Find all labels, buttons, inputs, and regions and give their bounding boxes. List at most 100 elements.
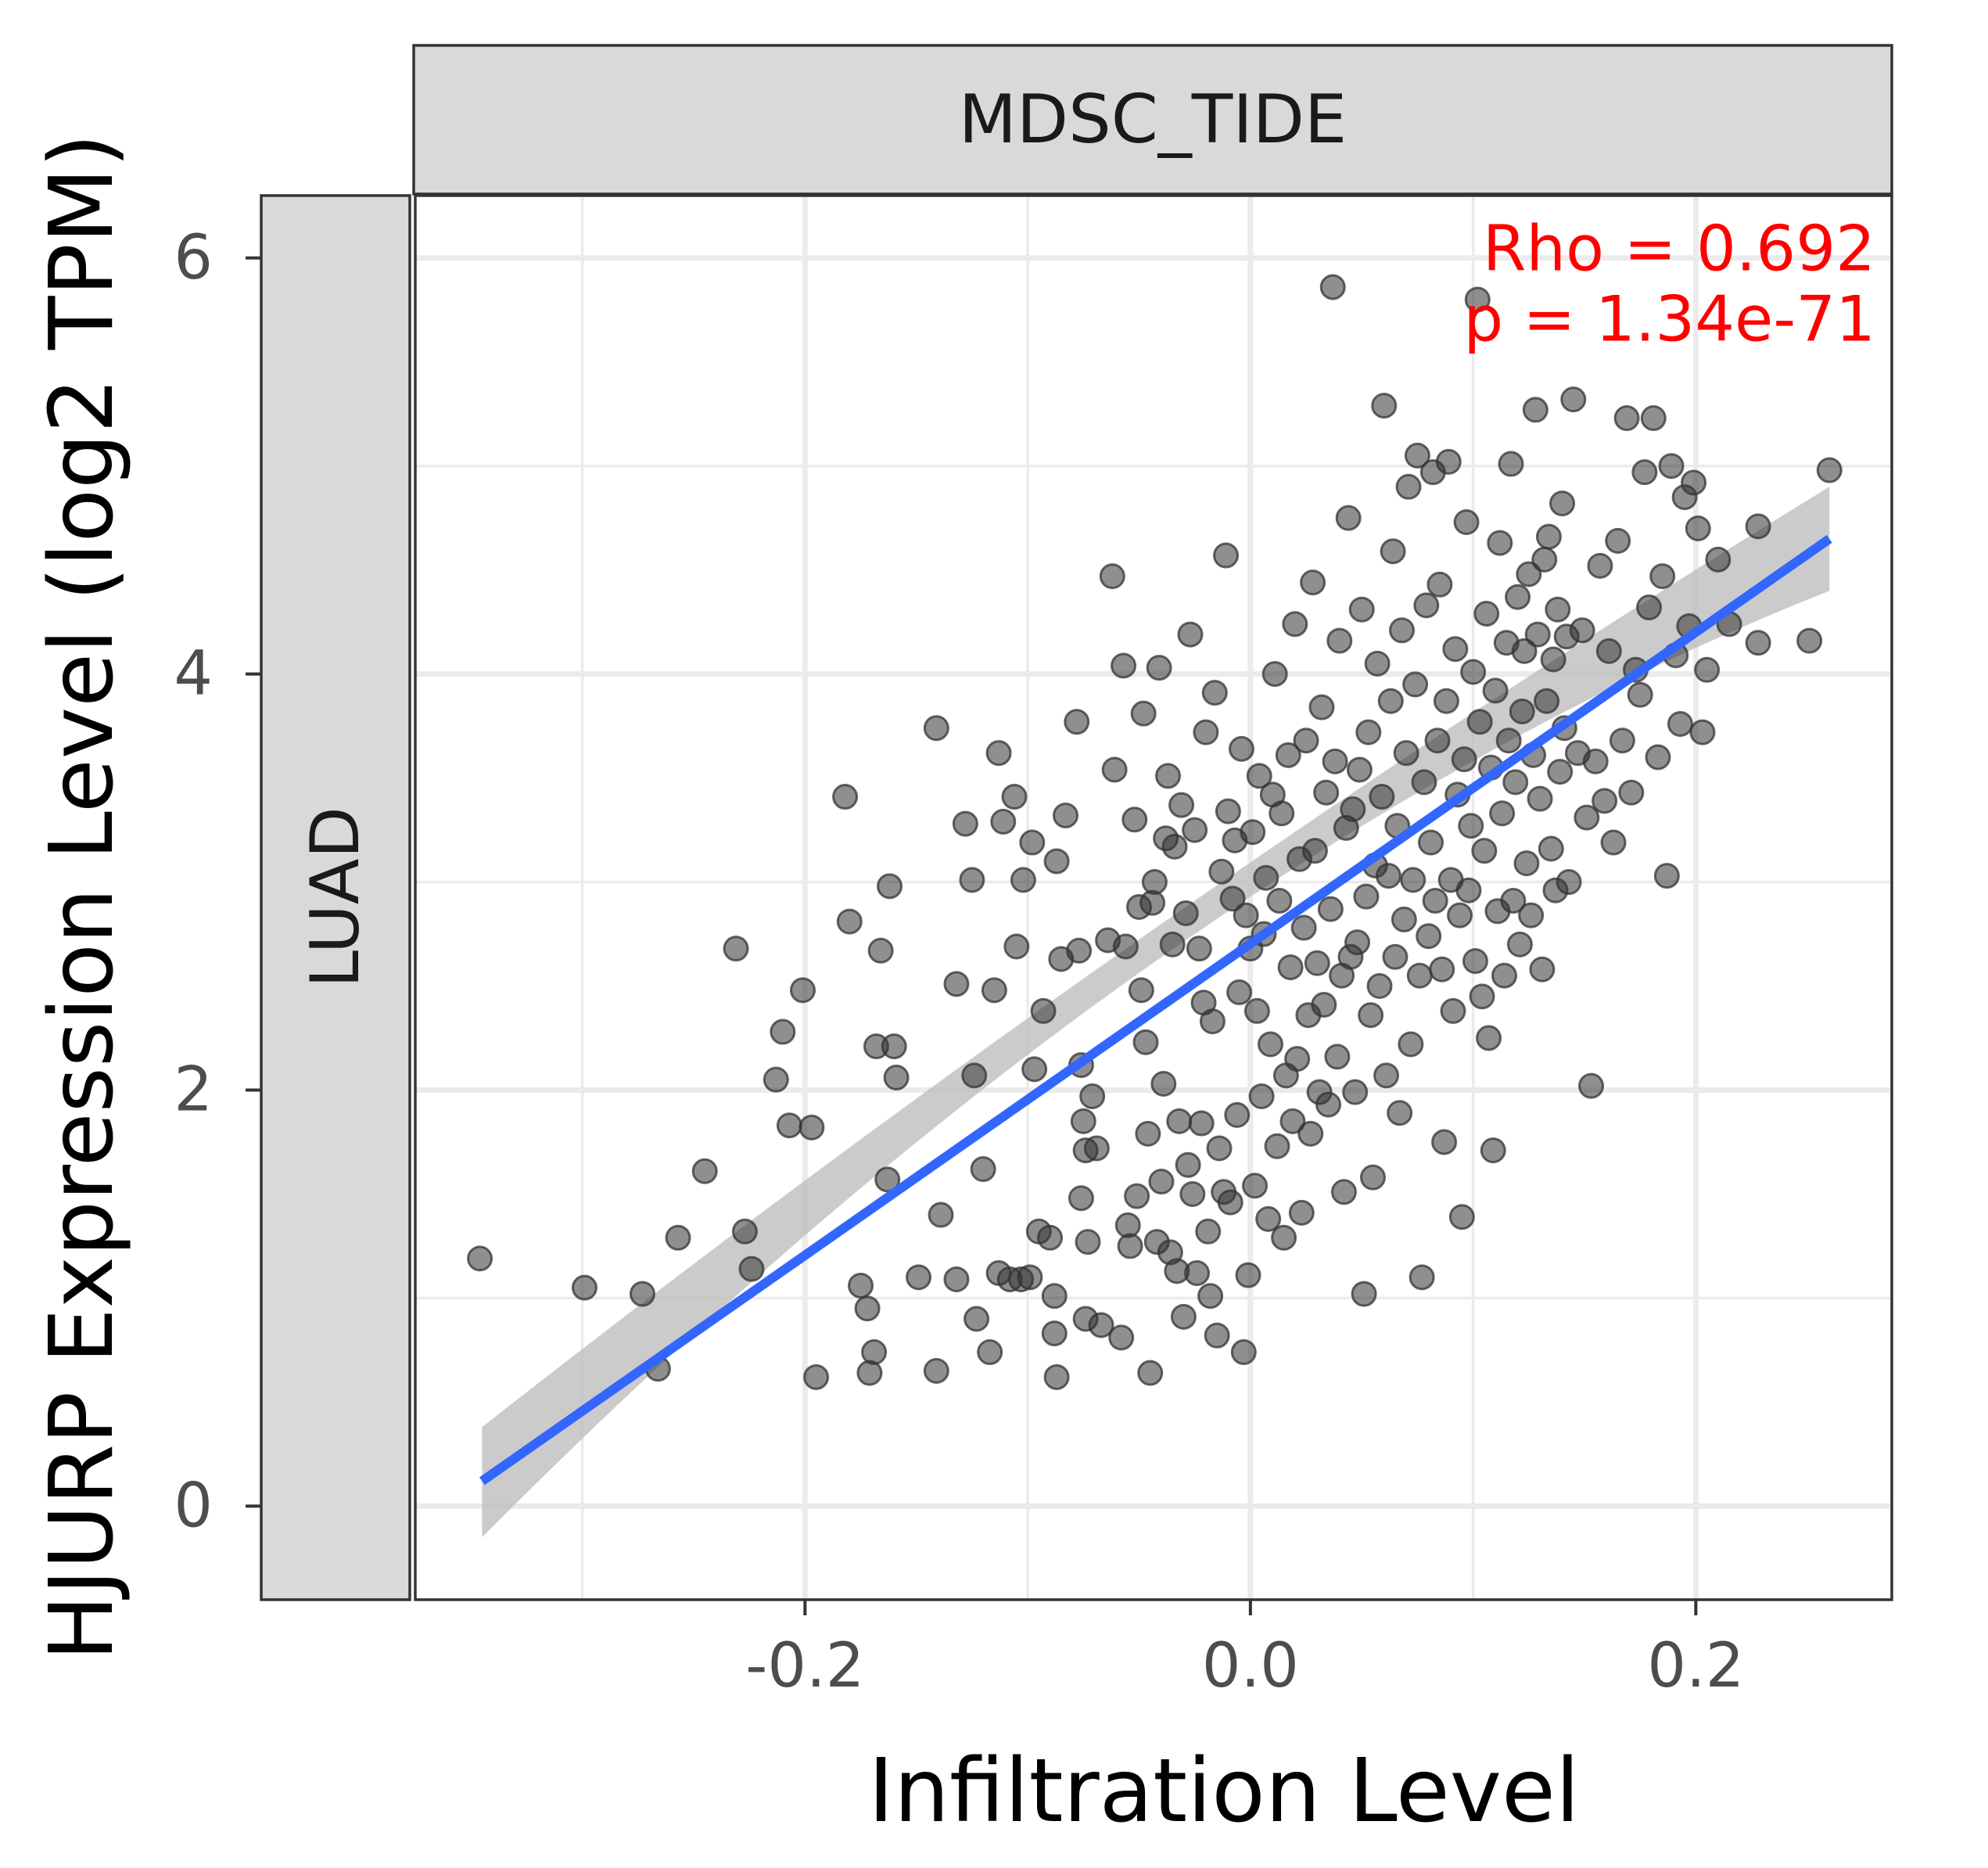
- y-tick-label: 6: [174, 223, 213, 293]
- data-point: [1108, 1324, 1135, 1351]
- data-point: [1335, 505, 1362, 531]
- data-point: [1556, 869, 1582, 896]
- data-point: [1491, 962, 1518, 989]
- data-point: [854, 1295, 881, 1322]
- data-point: [1300, 569, 1326, 596]
- data-point: [1524, 621, 1551, 648]
- data-point: [1324, 1044, 1351, 1070]
- data-point: [1498, 451, 1524, 477]
- data-point: [883, 1065, 910, 1091]
- data-point: [1513, 850, 1540, 877]
- data-point: [1255, 1205, 1282, 1232]
- data-point: [1522, 397, 1548, 423]
- data-point: [1206, 1135, 1233, 1162]
- data-point: [1395, 473, 1422, 500]
- data-point: [1364, 650, 1391, 677]
- data-point: [1435, 448, 1462, 475]
- data-point: [1017, 1264, 1043, 1291]
- data-point: [1366, 973, 1393, 1000]
- data-point: [1001, 784, 1028, 810]
- data-point: [1195, 1218, 1222, 1245]
- data-point: [1408, 1264, 1435, 1291]
- data-point: [1489, 800, 1516, 827]
- column-strip: [412, 44, 1893, 196]
- data-point: [1213, 542, 1240, 569]
- data-point: [832, 784, 859, 810]
- data-point: [1535, 523, 1562, 550]
- data-point: [1649, 563, 1676, 590]
- data-point: [1358, 1002, 1384, 1029]
- data-point: [1613, 405, 1640, 432]
- data-point: [1500, 887, 1527, 914]
- data-point: [1587, 552, 1613, 579]
- data-point: [1184, 1259, 1211, 1286]
- data-point: [1440, 997, 1466, 1024]
- data-point: [1322, 748, 1348, 774]
- data-point: [1155, 763, 1182, 789]
- x-axis: -0.2 0.0 0.2: [745, 1600, 1744, 1701]
- data-point: [1466, 709, 1493, 735]
- data-point: [1505, 584, 1531, 610]
- data-point: [1208, 858, 1235, 885]
- plot-panel-border: [414, 194, 1893, 1601]
- data-point: [1402, 671, 1429, 698]
- data-point: [1246, 763, 1272, 789]
- y-tick-label: 2: [174, 1054, 213, 1125]
- data-point: [1083, 1135, 1110, 1162]
- data-point: [928, 1202, 954, 1228]
- row-strip-label: LUAD: [296, 806, 375, 988]
- data-point: [1248, 1083, 1275, 1109]
- data-point: [1534, 688, 1560, 714]
- data-point: [1264, 1133, 1290, 1159]
- data-point: [1148, 1168, 1175, 1194]
- data-point: [1228, 735, 1254, 762]
- data-point: [1344, 929, 1371, 956]
- data-point: [1121, 806, 1148, 833]
- data-point: [1326, 627, 1353, 654]
- data-point: [1099, 563, 1125, 590]
- data-point: [1578, 1072, 1605, 1099]
- data-point: [881, 1033, 907, 1060]
- data-point: [1075, 1229, 1101, 1256]
- data-point: [1041, 1283, 1068, 1309]
- data-point: [1582, 748, 1609, 774]
- data-point: [1313, 779, 1340, 806]
- data-point: [943, 1266, 970, 1292]
- data-point: [1516, 561, 1542, 587]
- data-point: [1471, 838, 1498, 864]
- data-point: [1161, 833, 1188, 860]
- data-point: [943, 971, 970, 997]
- data-point: [1010, 867, 1036, 893]
- data-point: [1226, 979, 1253, 1005]
- data-point: [1204, 1322, 1230, 1349]
- confidence-band: [482, 487, 1830, 1538]
- data-point: [1569, 617, 1595, 644]
- data-point: [1019, 829, 1046, 856]
- data-point: [1199, 1008, 1225, 1035]
- data-point: [1391, 906, 1417, 932]
- data-point: [877, 873, 903, 900]
- data-point: [1453, 509, 1480, 536]
- data-point: [1653, 863, 1680, 889]
- data-point: [1141, 869, 1168, 896]
- data-point: [923, 1357, 949, 1384]
- data-point: [1177, 621, 1204, 648]
- data-point: [985, 740, 1012, 767]
- data-point: [1645, 744, 1671, 771]
- data-point: [1458, 813, 1484, 839]
- data-point: [1375, 863, 1401, 889]
- data-point: [770, 1018, 796, 1045]
- data-point: [1600, 829, 1627, 856]
- data-point: [1353, 883, 1380, 910]
- data-point: [1079, 1083, 1106, 1109]
- data-point: [1030, 997, 1057, 1024]
- data-point: [1636, 595, 1663, 621]
- data-point: [1170, 1303, 1197, 1330]
- y-axis-title: HJURP Expression Level (log2 TPM): [31, 134, 133, 1661]
- data-point: [1547, 759, 1574, 785]
- data-point: [1469, 983, 1495, 1010]
- data-point: [1043, 848, 1070, 875]
- data-point: [1308, 694, 1335, 720]
- data-point: [1293, 727, 1319, 754]
